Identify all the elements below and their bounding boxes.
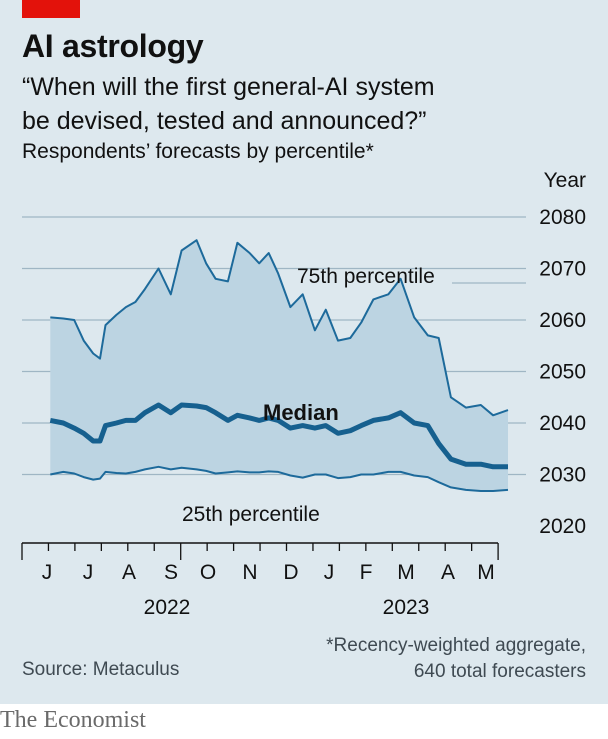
x-month-label: N	[242, 561, 257, 584]
y-tick-label: 2030	[539, 464, 586, 487]
y-tick-label: 2020	[539, 515, 586, 538]
x-year-label: 2023	[383, 596, 430, 619]
y-tick-label: 2040	[539, 412, 586, 435]
x-month-label: A	[122, 561, 136, 584]
label-25th-percentile: 25th percentile	[182, 503, 320, 526]
footnote-line-2: 640 total forecasters	[413, 661, 586, 682]
y-axis-unit: Year	[543, 169, 586, 192]
brand-accent-tag	[22, 0, 80, 18]
x-month-label: J	[83, 561, 94, 584]
y-tick-label: 2080	[539, 206, 586, 229]
line-chart: 2020 2030 2040 2050 2060 2070 2080 75th percent…	[21, 206, 586, 619]
x-month-label: F	[360, 561, 373, 584]
label-median: Median	[263, 400, 339, 425]
series-25th-percentile-line	[50, 465, 509, 492]
label-75th-percentile: 75th percentile	[297, 265, 435, 288]
interquartile-band	[50, 240, 509, 491]
chart-title: AI astrology	[22, 28, 204, 64]
series-median-line	[49, 402, 508, 470]
x-month-label: M	[477, 561, 495, 584]
subtitle-line-2: be devised, tested and announced?”	[22, 107, 427, 135]
chart-note: Respondents’ forecasts by percentile*	[22, 140, 374, 163]
x-month-label: J	[324, 561, 335, 584]
chart-subtitle: “When will the first general-AI system b…	[22, 70, 582, 138]
x-month-label: A	[441, 561, 455, 584]
publisher-wordmark: The Economist	[0, 707, 146, 733]
x-month-label: O	[200, 561, 216, 584]
x-year-label: 2022	[144, 596, 191, 619]
x-month-label: D	[283, 561, 298, 584]
source-note: Source: Metaculus	[22, 659, 180, 680]
subtitle-line-1: “When will the first general-AI system	[22, 73, 435, 101]
y-tick-label: 2050	[539, 361, 586, 384]
footnote-line-1: *Recency-weighted aggregate,	[326, 635, 586, 656]
series-75th-percentile-line	[50, 239, 509, 417]
y-tick-label: 2070	[539, 258, 586, 281]
x-month-label: J	[42, 561, 53, 584]
y-tick-label: 2060	[539, 309, 586, 332]
footnote: *Recency-weighted aggregate, 640 total f…	[326, 633, 586, 685]
x-month-label: S	[164, 561, 178, 584]
x-month-label: M	[397, 561, 415, 584]
